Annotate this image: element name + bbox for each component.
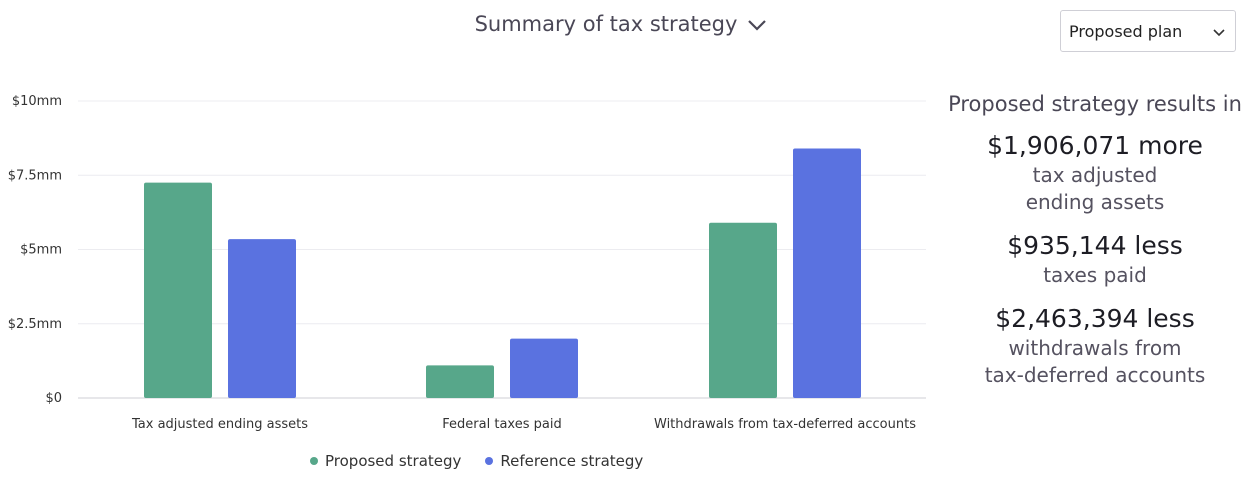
metric-desc: withdrawals from <box>1008 336 1182 360</box>
metric-desc: tax-deferred accounts <box>984 363 1206 387</box>
plan-select-value: Proposed plan <box>1069 21 1183 41</box>
metric-desc: ending assets <box>1025 190 1165 214</box>
legend-item-proposed[interactable]: Proposed strategy <box>310 452 461 470</box>
strategy-summary: Proposed strategy results in $1,906,071 … <box>948 92 1242 403</box>
metric-desc: taxes paid <box>1043 263 1147 287</box>
legend-swatch-proposed <box>310 457 318 465</box>
y-tick-label: $10mm <box>12 94 62 109</box>
legend-label-proposed: Proposed strategy <box>325 452 462 470</box>
y-tick-label: $7.5mm <box>8 168 62 183</box>
metric-taxes: $935,144 less taxes paid <box>948 230 1242 289</box>
bar-chart: $0 $2.5mm $5mm $7.5mm $10mm Tax adjusted endi… <box>8 94 926 432</box>
x-tick-label: Federal taxes paid <box>442 417 561 432</box>
page-title: Summary of tax strategy <box>474 12 738 36</box>
legend-item-reference[interactable]: Reference strategy <box>485 452 643 470</box>
legend-label-reference: Reference strategy <box>500 452 644 470</box>
metric-value: $1,906,071 more <box>987 131 1203 160</box>
y-tick-label: $0 <box>45 391 62 406</box>
metric-value: $935,144 less <box>1007 231 1183 260</box>
x-tick-label: Tax adjusted ending assets <box>131 417 308 432</box>
bar-proposed <box>144 182 212 398</box>
bar-reference <box>793 148 861 398</box>
summary-intro: Proposed strategy results in <box>948 92 1242 116</box>
y-tick-label: $5mm <box>20 243 62 258</box>
metric-assets: $1,906,071 more tax adjusted ending asse… <box>948 130 1242 216</box>
chart-legend: Proposed strategy Reference strategy <box>310 452 643 470</box>
chevron-down-icon <box>1213 22 1225 41</box>
bar-proposed <box>426 365 494 398</box>
y-tick-label: $2.5mm <box>8 317 62 332</box>
chart-header: Summary of tax strategy Proposed plan <box>0 8 1242 52</box>
metric-value: $2,463,394 less <box>995 304 1195 333</box>
plan-select[interactable]: Proposed plan <box>1060 10 1236 52</box>
bar-reference <box>228 239 296 398</box>
legend-swatch-reference <box>485 457 494 465</box>
bar-reference <box>510 338 578 398</box>
bar-proposed <box>709 222 777 398</box>
summary-title-dropdown[interactable]: Summary of tax strategy <box>475 12 768 36</box>
metric-desc: tax adjusted <box>1032 163 1158 187</box>
chevron-down-icon <box>747 12 767 36</box>
x-tick-label: Withdrawals from tax-deferred accounts <box>654 417 916 432</box>
metric-withdrawals: $2,463,394 less withdrawals from tax-def… <box>948 303 1242 389</box>
